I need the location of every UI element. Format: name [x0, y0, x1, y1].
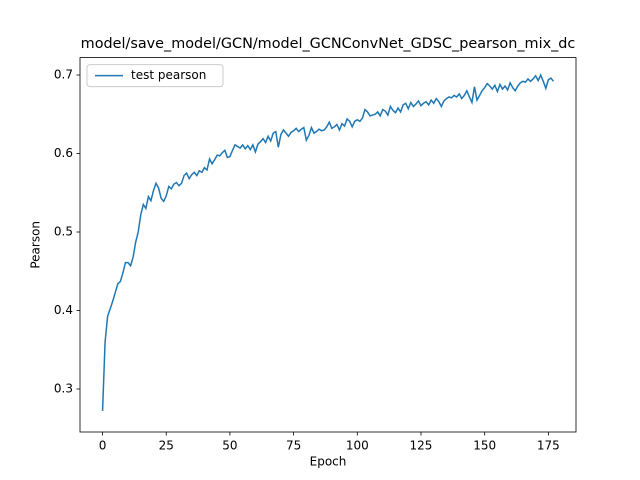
- x-axis-label: Epoch: [310, 455, 347, 469]
- x-tick-label: 175: [537, 439, 560, 453]
- chart-title: model/save_model/GCN/model_GCNConvNet_GD…: [81, 36, 576, 52]
- y-axis-label: Pearson: [29, 221, 43, 269]
- x-tick-label: 100: [346, 439, 369, 453]
- plot-frame: [79, 57, 577, 433]
- y-tick-label: 0.3: [54, 381, 73, 395]
- y-tick-label: 0.7: [54, 68, 73, 82]
- x-tick-label: 150: [473, 439, 496, 453]
- y-tick-label: 0.4: [54, 303, 73, 317]
- x-tick-label: 25: [159, 439, 174, 453]
- line-series: [101, 73, 555, 411]
- y-tick-label: 0.6: [54, 146, 73, 160]
- legend-label: test pearson: [131, 68, 206, 82]
- x-tick-label: 50: [222, 439, 237, 453]
- x-tick-label: 125: [410, 439, 433, 453]
- legend-box: [86, 64, 224, 88]
- x-tick-label: 75: [286, 439, 301, 453]
- x-tick-label: 0: [99, 439, 107, 453]
- y-tick-label: 0.5: [54, 225, 73, 239]
